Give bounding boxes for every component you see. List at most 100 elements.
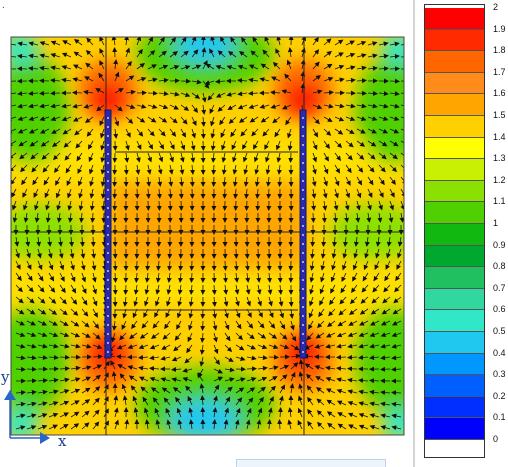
field-arrow [270,76,281,82]
field-arrow [152,397,160,406]
field-arrow [75,140,83,149]
field-arrow [20,164,28,173]
field-arrow [326,388,336,394]
field-arrow [326,320,336,327]
field-arrow [209,104,215,115]
field-arrow [237,64,248,70]
field-arrow [356,78,367,84]
field-arrow [248,77,259,83]
field-arrow [290,353,301,359]
field-arrow [17,128,28,134]
field-arrow [336,366,347,371]
field-arrow [98,72,105,82]
field-arrow [59,366,70,372]
field-arrow [330,284,336,294]
coordinate-axes: y x [0,368,67,450]
field-arrow [228,50,237,58]
plate-bead [107,288,109,290]
field-arrow [221,164,227,175]
field-arrow [287,128,292,139]
field-arrow [257,332,267,339]
field-arrow [352,260,358,271]
field-arrow [26,343,37,349]
field-arrow [129,332,138,340]
field-arrow [223,284,229,295]
field-arrow [278,284,283,295]
field-arrow [149,355,160,361]
field-arrow [377,212,383,223]
field-arrow [235,377,246,383]
plate-bead [107,243,109,245]
field-arrow [17,116,28,121]
field-arrow [307,396,314,406]
field-arrow [312,37,319,46]
field-arrow [334,77,345,83]
field-arrow [37,355,48,361]
field-arrow [92,308,98,318]
field-arrow [113,128,119,139]
field-arrow [323,90,334,96]
field-arrow [112,164,118,175]
field-arrow [91,248,97,259]
field-arrow [135,152,141,163]
field-arrow [400,92,404,94]
field-arrow [272,116,281,124]
field-arrow [48,389,59,395]
field-arrow [320,260,326,271]
field-arrow [266,188,272,199]
field-arrow [113,59,119,70]
field-arrow [11,140,17,147]
field-arrow [179,164,185,175]
field-arrow [177,284,183,295]
field-arrow [166,272,172,283]
field-arrow [235,320,242,330]
field-arrow [243,176,249,187]
field-arrow [270,104,281,109]
field-arrow [37,320,47,326]
field-arrow [144,284,150,295]
field-arrow [378,91,389,97]
field-arrow [334,164,340,174]
plate-bead [302,243,304,245]
field-arrow [237,91,248,97]
field-arrow [321,236,327,247]
field-arrow [375,248,380,259]
field-arrow [378,66,389,72]
field-arrow [248,64,259,70]
field-arrow [88,140,94,150]
field-arrow [37,401,48,407]
field-arrow [367,41,378,47]
field-arrow [37,389,48,395]
field-arrow [128,375,138,382]
field-arrow [144,296,149,307]
field-arrow [334,188,339,199]
field-arrow [268,296,273,307]
field-arrow [380,401,391,407]
field-arrow [91,272,97,283]
field-arrow [171,356,182,362]
field-arrow [224,377,235,383]
field-arrow [334,140,343,149]
field-arrow [157,164,163,175]
field-arrow [212,407,218,418]
field-arrow [61,116,72,122]
field-arrow [252,37,259,46]
field-arrow [178,188,184,199]
field-arrow [28,128,39,134]
field-arrow [111,320,117,331]
field-arrow [391,401,402,407]
field-arrow [312,104,323,110]
field-arrow [119,373,127,382]
field-arrow [122,296,128,307]
field-arrow [251,128,259,137]
legend-tick-label: 0.4 [493,347,506,358]
field-arrow [369,378,380,384]
field-arrow [284,73,292,82]
plate-bead [107,234,109,236]
plate-bead [302,153,304,155]
field-arrow [39,41,50,46]
field-arrow [266,260,272,271]
field-arrow [59,284,66,294]
field-arrow [156,200,162,211]
field-arrow [216,92,226,98]
